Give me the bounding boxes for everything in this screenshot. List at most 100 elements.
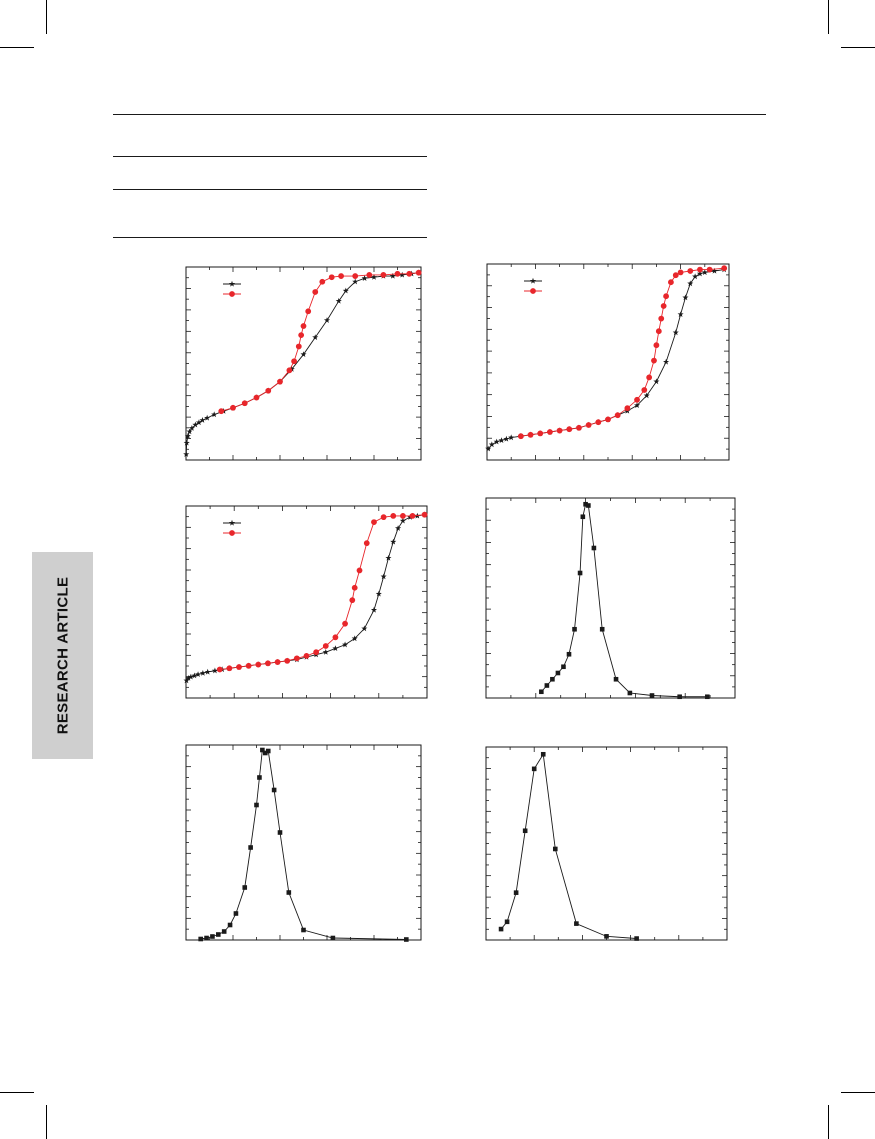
plot-frame	[486, 263, 730, 461]
axis-ticks	[485, 497, 736, 699]
data-point	[303, 652, 310, 659]
data-point	[352, 278, 359, 285]
data-point	[221, 929, 227, 934]
legend-marker	[228, 519, 236, 526]
data-point	[653, 378, 660, 385]
data-point	[233, 911, 239, 916]
data-point	[651, 357, 657, 364]
data-point	[614, 412, 621, 419]
series-2	[517, 265, 728, 440]
data-point	[687, 280, 694, 287]
data-point	[701, 269, 708, 275]
data-point	[485, 445, 492, 452]
crop-mark	[0, 47, 34, 48]
data-point	[191, 672, 198, 679]
data-point	[230, 404, 236, 411]
data-point	[566, 426, 573, 433]
data-point	[371, 519, 377, 526]
legend-marker	[229, 291, 235, 297]
data-point	[204, 668, 211, 675]
crop-mark	[0, 1092, 34, 1093]
data-point	[399, 513, 406, 519]
data-point	[265, 387, 272, 394]
table-bottom-rule	[113, 237, 427, 238]
series-2	[216, 511, 428, 673]
data-point	[711, 267, 718, 274]
data-point	[508, 434, 515, 441]
data-point	[580, 514, 586, 520]
data-point	[624, 405, 631, 412]
data-point	[406, 270, 413, 277]
data-point	[498, 926, 504, 932]
data-point	[577, 570, 583, 576]
data-point	[404, 937, 409, 942]
data-point	[634, 402, 641, 408]
series-line	[185, 272, 419, 455]
data-point	[375, 590, 382, 597]
data-point	[504, 919, 510, 925]
data-point	[248, 845, 253, 850]
data-point	[531, 766, 537, 772]
data-point	[319, 278, 326, 285]
data-point	[335, 297, 342, 304]
data-point	[503, 435, 510, 442]
data-point	[286, 367, 293, 374]
data-point	[312, 289, 319, 295]
data-point	[599, 626, 605, 632]
legend	[223, 519, 241, 536]
data-point	[706, 266, 713, 273]
table-top-rule	[113, 156, 427, 157]
data-point	[574, 921, 579, 926]
chart-distribution-f	[485, 746, 728, 941]
data-point	[254, 802, 259, 808]
data-point	[663, 293, 669, 300]
axis-ticks	[185, 505, 428, 699]
data-point	[591, 545, 597, 551]
data-point	[241, 400, 248, 407]
legend	[524, 277, 542, 294]
data-point	[277, 830, 283, 835]
crop-mark	[46, 1105, 47, 1139]
data-point	[668, 279, 674, 286]
data-point	[199, 417, 206, 423]
data-point	[263, 750, 268, 756]
crop-mark	[841, 47, 875, 48]
data-point	[634, 396, 640, 403]
data-point	[697, 266, 703, 273]
data-point	[583, 501, 588, 507]
data-point	[257, 775, 262, 780]
data-point	[595, 419, 602, 426]
data-point	[566, 651, 572, 657]
crop-mark	[828, 1105, 829, 1139]
data-point	[380, 573, 387, 580]
legend	[223, 280, 241, 297]
data-point	[655, 328, 662, 335]
data-point	[380, 272, 387, 278]
data-point	[227, 922, 233, 928]
chart-distribution-e	[185, 744, 422, 942]
data-point	[399, 517, 406, 524]
chart-distribution-d	[485, 497, 736, 700]
data-point	[204, 414, 211, 421]
data-point	[183, 451, 190, 457]
data-point	[184, 432, 191, 439]
series-line	[200, 749, 407, 940]
data-point	[585, 422, 592, 428]
table-head-rule	[113, 189, 427, 190]
data-point	[696, 270, 703, 277]
data-point	[572, 626, 577, 632]
data-point	[498, 437, 505, 443]
data-point	[198, 936, 203, 942]
legend-marker	[229, 530, 235, 536]
axis-ticks	[485, 746, 728, 941]
data-point	[291, 358, 297, 365]
data-point	[539, 689, 544, 695]
data-point	[293, 655, 300, 662]
chart-isotherm-b	[485, 263, 730, 461]
axis-ticks	[486, 263, 730, 461]
data-point	[253, 394, 260, 401]
chart-isotherm-c	[183, 505, 428, 699]
data-point	[522, 828, 528, 834]
data-point	[493, 438, 500, 445]
data-point	[399, 271, 406, 278]
